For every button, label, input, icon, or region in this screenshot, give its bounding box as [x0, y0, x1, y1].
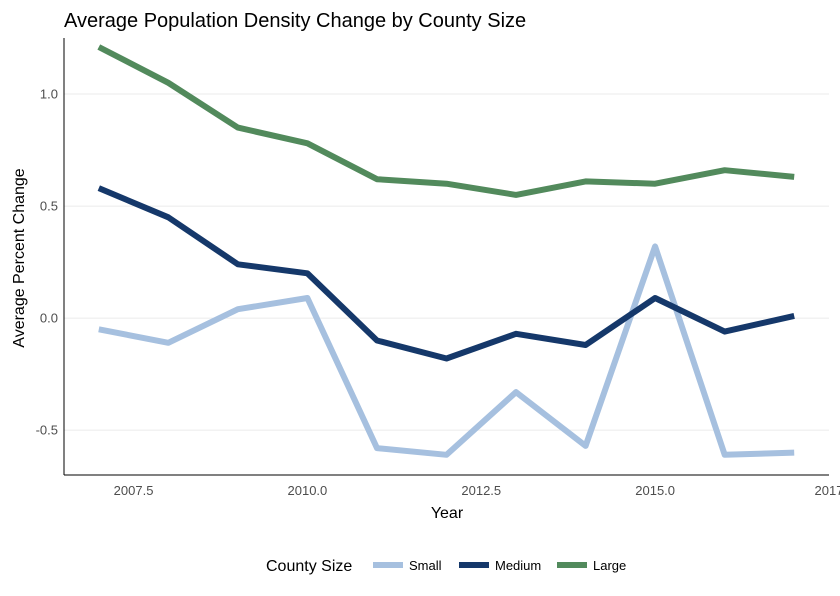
x-tick-label: 2010.0: [288, 483, 328, 498]
x-tick-label: 2012.5: [461, 483, 501, 498]
y-tick-label: 0.5: [40, 199, 58, 214]
y-axis-title: Average Percent Change: [11, 168, 28, 347]
chart-title: Average Population Density Change by Cou…: [64, 10, 526, 32]
legend-label-large: Large: [593, 558, 626, 573]
series-line-medium: [97, 185, 795, 362]
y-tick-label: 0.0: [40, 311, 58, 326]
series-line-large: [97, 44, 795, 198]
y-tick-label: 1.0: [40, 87, 58, 102]
legend-label-medium: Medium: [495, 558, 541, 573]
x-tick-label: 2007.5: [114, 483, 154, 498]
legend-title: County Size: [266, 558, 352, 575]
axis-layer: [63, 38, 829, 476]
series-line-small: [98, 243, 795, 458]
grid-layer: [64, 93, 829, 431]
legend-label-small: Small: [409, 558, 442, 573]
series-layer: [97, 44, 795, 458]
legend: County Size Small Medium Large: [266, 558, 626, 575]
x-tick-label: 2017: [815, 483, 840, 498]
x-tick-label: 2015.0: [635, 483, 675, 498]
ticks-layer: -0.5 0.0 0.5 1.0 2007.5 2010.0 2012.5 2015.0 201…: [36, 87, 840, 498]
x-axis-title: Year: [431, 505, 464, 522]
y-tick-label: -0.5: [36, 423, 58, 438]
